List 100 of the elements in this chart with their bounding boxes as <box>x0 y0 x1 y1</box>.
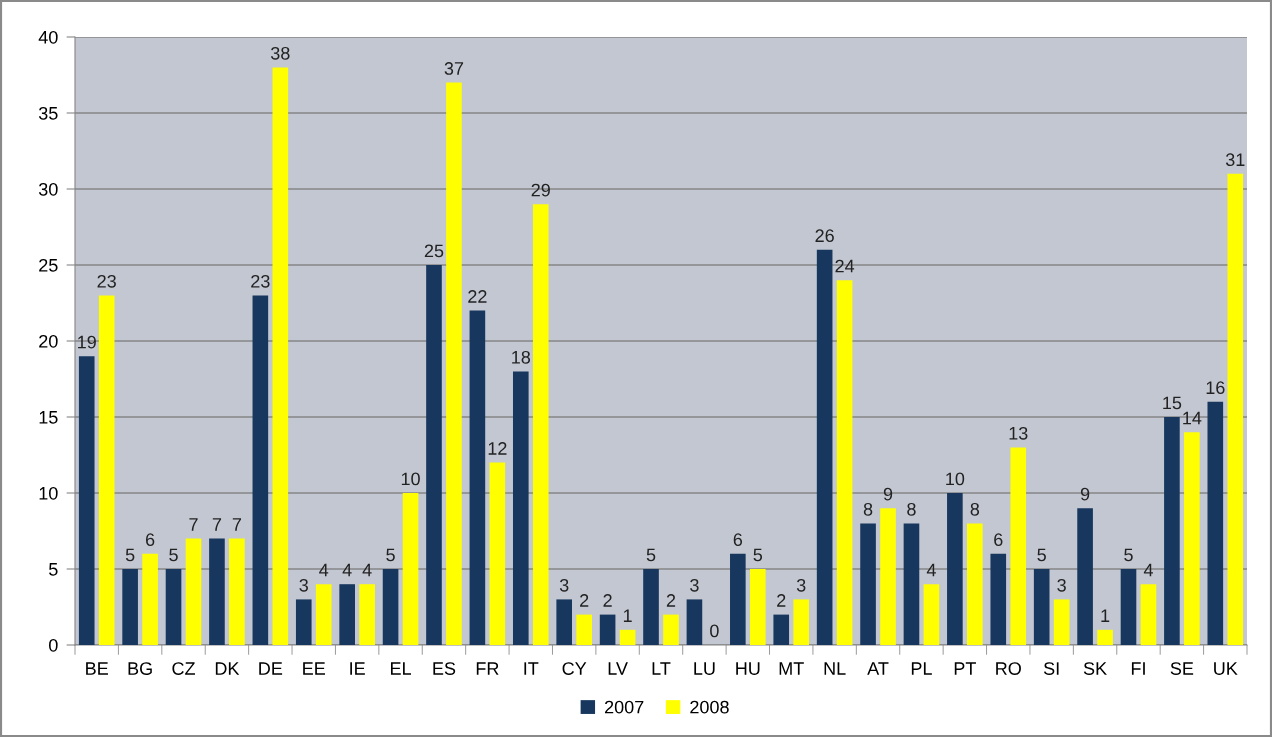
x-tick-label: FR <box>476 662 499 675</box>
x-tick-label: AT <box>867 662 889 675</box>
bar <box>359 584 375 645</box>
data-label: 8 <box>863 502 873 516</box>
data-label: 4 <box>1143 563 1153 577</box>
bar <box>532 204 549 645</box>
bar <box>229 538 245 645</box>
bar <box>793 599 810 645</box>
x-tick-label: RO <box>996 662 1021 675</box>
data-label: 26 <box>815 229 834 243</box>
bar <box>749 569 766 645</box>
bar <box>663 614 679 645</box>
bar <box>1164 417 1180 645</box>
data-label: 5 <box>753 548 763 562</box>
bar <box>686 599 703 645</box>
data-label: 18 <box>512 350 531 364</box>
bar <box>990 553 1007 645</box>
bar <box>1227 173 1244 645</box>
y-tick-label: 40 <box>38 30 58 44</box>
y-tick-label: 35 <box>38 106 58 120</box>
data-label: 10 <box>401 472 420 486</box>
data-label: 37 <box>444 62 464 75</box>
data-label: 16 <box>1206 381 1225 395</box>
data-label: 5 <box>646 548 656 562</box>
data-label: 7 <box>232 518 242 531</box>
y-tick-label: 30 <box>38 182 58 196</box>
bar <box>903 523 920 645</box>
bar <box>836 280 853 645</box>
x-tick-label: SK <box>1083 662 1107 675</box>
x-tick-label: UK <box>1214 662 1238 675</box>
bar <box>98 295 115 645</box>
bar <box>599 614 616 645</box>
bar <box>923 584 940 645</box>
data-label: 3 <box>559 578 569 592</box>
data-label: 23 <box>97 274 116 288</box>
data-label: 12 <box>488 442 507 455</box>
data-label: 15 <box>1163 396 1182 410</box>
bar <box>576 614 592 645</box>
bar <box>489 462 506 645</box>
bar <box>469 310 486 645</box>
x-tick-label: FI <box>1131 662 1145 675</box>
data-label: 2 <box>666 594 676 607</box>
data-label: 31 <box>1225 153 1245 167</box>
bar <box>272 67 289 645</box>
bar <box>1033 569 1050 645</box>
x-tick-label: SE <box>1170 662 1194 675</box>
bar <box>773 614 790 645</box>
data-label: 2 <box>580 594 589 607</box>
data-label: 23 <box>251 274 270 288</box>
bar <box>142 553 158 645</box>
bar <box>643 569 659 645</box>
data-label: 4 <box>319 563 329 577</box>
x-tick-label: MT <box>779 662 804 675</box>
data-label: 14 <box>1183 411 1202 425</box>
bar <box>446 82 462 645</box>
bar <box>382 569 399 645</box>
x-tick-label: IT <box>524 662 539 675</box>
bar <box>122 569 138 645</box>
data-label: 7 <box>212 518 222 531</box>
data-label: 2 <box>603 594 612 607</box>
x-tick-label: DE <box>259 662 283 675</box>
x-tick-label: DK <box>215 662 240 675</box>
data-label: 6 <box>733 533 743 547</box>
x-tick-label: BE <box>86 662 108 675</box>
bar <box>1140 584 1157 645</box>
data-label: 5 <box>169 548 178 562</box>
bar <box>1010 447 1027 645</box>
bar <box>1097 629 1113 645</box>
x-tick-label: LT <box>652 662 671 675</box>
legend-label: 2007 <box>604 700 644 714</box>
data-label: 8 <box>970 502 980 516</box>
x-tick-label: CY <box>562 662 587 675</box>
data-label: 0 <box>710 624 719 638</box>
y-tick-label: 20 <box>39 334 58 348</box>
x-tick-label: ES <box>433 662 456 675</box>
bar <box>947 493 963 645</box>
bar <box>1053 599 1070 645</box>
data-label: 3 <box>1057 578 1066 592</box>
data-label: 1 <box>1101 609 1110 622</box>
data-label: 4 <box>342 563 352 577</box>
y-tick-label: 15 <box>39 411 58 424</box>
data-label: 8 <box>907 502 916 516</box>
data-label: 3 <box>299 578 308 592</box>
data-label: 22 <box>468 290 487 303</box>
data-label: 25 <box>424 244 444 258</box>
bar <box>209 538 225 645</box>
data-label: 4 <box>362 563 372 577</box>
x-tick-label: LU <box>694 662 715 675</box>
y-tick-label: 25 <box>39 258 58 272</box>
data-label: 5 <box>1124 548 1133 562</box>
data-label: 5 <box>1037 548 1046 562</box>
data-label: 13 <box>1009 426 1028 440</box>
legend-label: 2008 <box>690 700 729 714</box>
data-label: 3 <box>796 578 806 592</box>
x-tick-label: EE <box>303 662 326 675</box>
data-label: 9 <box>883 487 893 501</box>
data-label: 7 <box>189 518 198 531</box>
bar <box>512 371 529 645</box>
data-label: 9 <box>1080 487 1090 501</box>
bar <box>402 493 419 645</box>
